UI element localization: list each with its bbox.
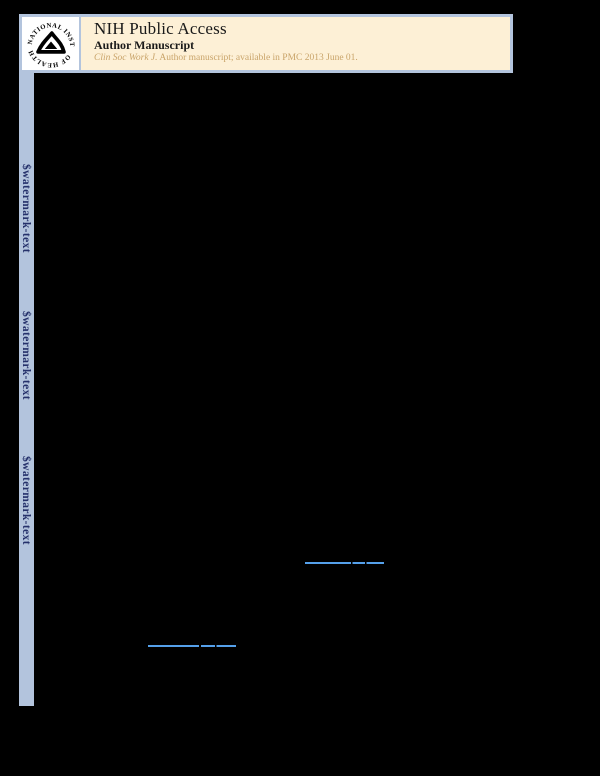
watermark-text: $watermark-text (20, 311, 32, 401)
nih-logo-box: NATIONAL INSTITUTES OF HEALTH (22, 17, 79, 70)
watermark-text: $watermark-text (20, 456, 32, 546)
nih-header-text: NIH Public Access Author Manuscript Clin… (81, 17, 510, 70)
page-title: NIH Public Access (94, 19, 227, 38)
nih-emblem-triangle (44, 41, 57, 49)
watermark-bar (19, 14, 34, 706)
hyperlink-underline[interactable] (305, 562, 384, 564)
hyperlink-underline[interactable] (148, 645, 236, 647)
watermark-text: $watermark-text (20, 164, 32, 254)
nih-logo-icon: NATIONAL INSTITUTES OF HEALTH (25, 19, 75, 68)
nih-emblem-outline (35, 30, 66, 54)
citation-line: Clin Soc Work J. Author manuscript; avai… (94, 52, 510, 64)
citation-rest: Author manuscript; available in PMC 2013… (157, 53, 358, 63)
nih-header-panel: NATIONAL INSTITUTES OF HEALTH NIH Public… (19, 14, 513, 73)
header-subtitle: Author Manuscript (94, 38, 195, 52)
citation-journal: Clin Soc Work J. (94, 53, 158, 63)
